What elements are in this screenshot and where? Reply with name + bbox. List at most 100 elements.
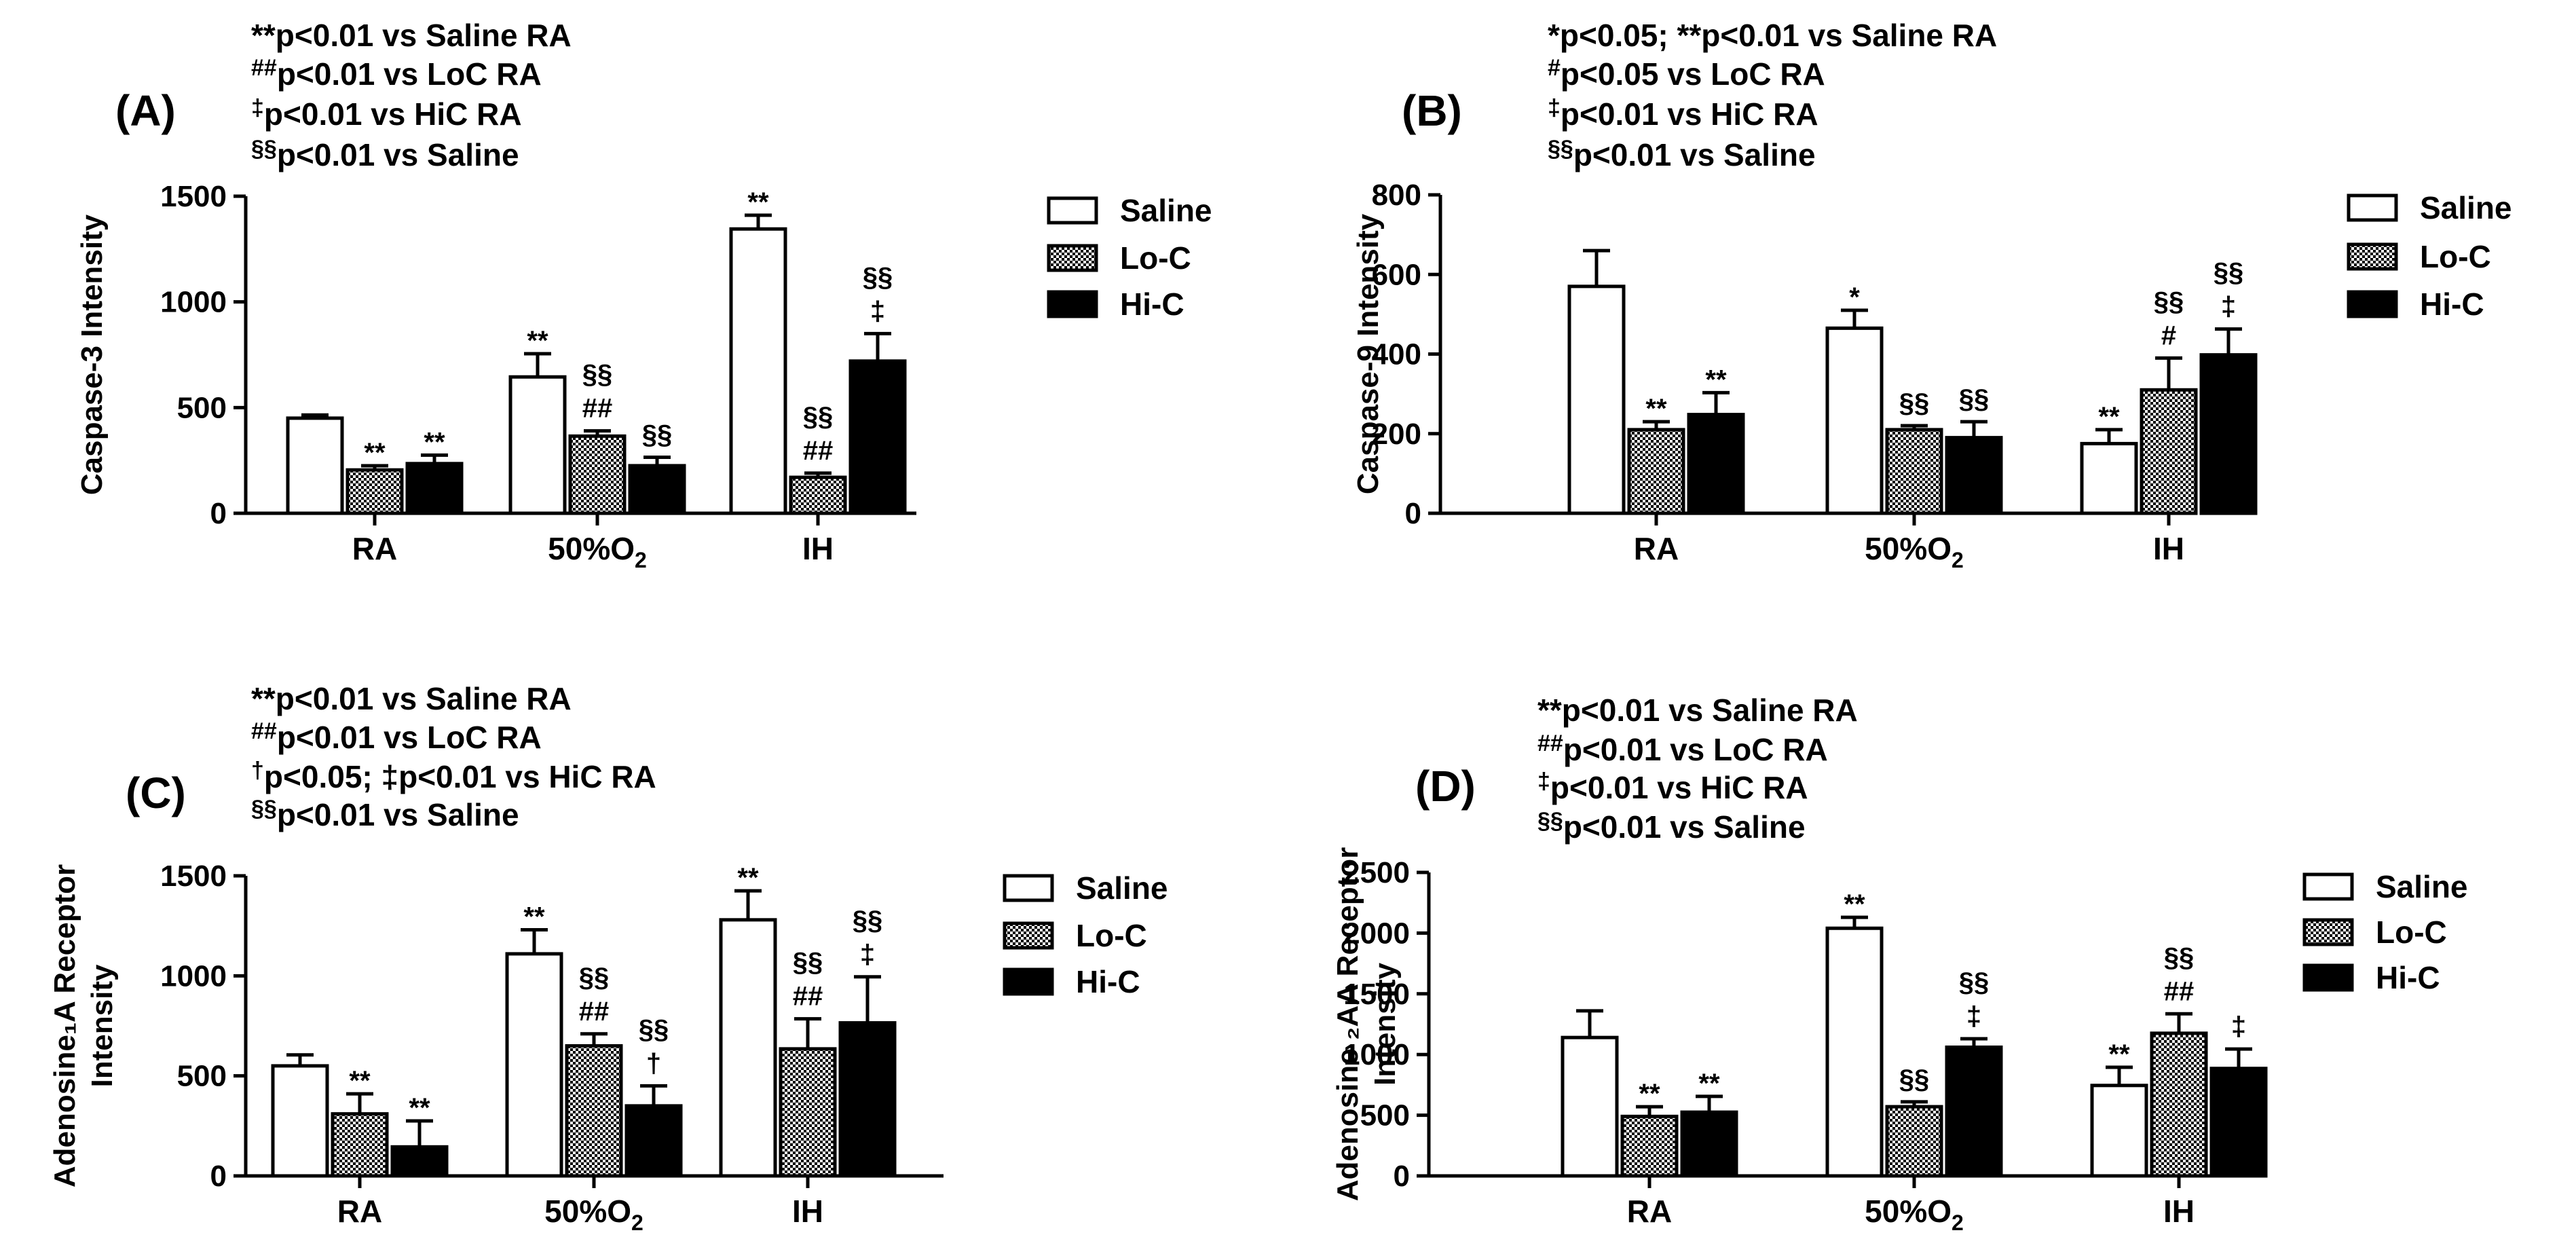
significance-note: §§p<0.01 vs Saline	[251, 136, 519, 172]
significance-marker: *	[1849, 282, 1860, 312]
significance-marker: **	[747, 187, 769, 217]
y-tick-label: 1000	[160, 286, 227, 319]
y-tick-label: 1500	[160, 860, 227, 893]
x-tick-label: IH	[2163, 1194, 2195, 1229]
significance-marker: ‡	[860, 940, 875, 970]
legend-label: Saline	[1120, 193, 1212, 228]
significance-marker: ‡	[870, 296, 885, 326]
y-tick-label: 200	[1372, 418, 1421, 451]
significance-note: ‡p<0.01 vs HiC RA	[251, 95, 522, 132]
significance-marker: §§	[803, 402, 834, 432]
bar-saline-50o2	[505, 952, 563, 1178]
bar-saline-50o2	[1825, 326, 1884, 515]
significance-note: †p<0.05; ‡p<0.01 vs HiC RA	[251, 758, 656, 794]
significance-marker: ##	[582, 394, 613, 424]
bar-hi-c-ra	[405, 462, 464, 515]
y-tick-label: 0	[210, 1160, 227, 1193]
significance-marker: ‡	[2231, 1012, 2246, 1041]
bar-saline-ih	[2080, 441, 2138, 515]
legend-swatch-saline	[2347, 193, 2398, 222]
significance-marker: §§	[2214, 258, 2244, 288]
significance-note: #p<0.05 vs LoC RA	[1548, 55, 1825, 92]
significance-notes: *p<0.05; **p<0.01 vs Saline RA#p<0.05 vs…	[1548, 18, 1997, 172]
significance-marker: §§	[582, 360, 613, 390]
significance-marker: **	[409, 1093, 430, 1123]
legend-swatch-hi-c	[1047, 290, 1098, 318]
y-axis-label: Caspase-3 Intensity	[75, 214, 109, 495]
x-tick-label: RA	[1634, 531, 1679, 566]
significance-note: ‡p<0.01 vs HiC RA	[1537, 769, 1808, 805]
significance-marker: **	[1639, 1079, 1660, 1109]
significance-marker: §§	[853, 906, 883, 936]
y-tick-label: 800	[1372, 179, 1421, 212]
bar-hi-c-50o2	[624, 1104, 683, 1178]
significance-note: **p<0.01 vs Saline RA	[251, 681, 572, 716]
bar-hi-c-ih	[2209, 1067, 2268, 1178]
significance-marker: **	[1698, 1069, 1720, 1098]
bar-hi-c-ra	[390, 1145, 449, 1178]
significance-marker: §§	[2164, 942, 2195, 972]
legend-swatch-hi-c	[2302, 963, 2354, 992]
significance-marker: ##	[803, 436, 834, 466]
x-tick-label: IH	[792, 1194, 823, 1229]
bar-saline-ih	[2090, 1084, 2148, 1178]
significance-marker: **	[1705, 365, 1727, 394]
x-tick-label: IH	[802, 531, 834, 566]
bar-lo-c-ih	[2140, 388, 2198, 515]
y-tick-label: 2500	[1343, 856, 1410, 889]
legend-label: Lo-C	[2420, 239, 2491, 274]
bar-lo-c-ra	[331, 1112, 389, 1178]
significance-marker: ‡	[1966, 1001, 1981, 1031]
panel-label: (B)	[1402, 86, 1462, 135]
significance-marker: §§	[1899, 1065, 1930, 1094]
significance-note: §§p<0.01 vs Saline	[1548, 136, 1816, 172]
legend-label: Hi-C	[2420, 287, 2484, 322]
legend-swatch-lo-c	[2302, 918, 2354, 946]
significance-marker: §§	[579, 963, 610, 993]
significance-marker: ##	[793, 982, 823, 1012]
significance-marker: **	[364, 438, 386, 468]
significance-marker: **	[1844, 889, 1865, 919]
bar-hi-c-ih	[2199, 353, 2258, 515]
panel-label: (A)	[115, 86, 176, 135]
x-tick-label: IH	[2153, 531, 2184, 566]
significance-marker: §§	[1899, 388, 1930, 418]
significance-marker: §§	[863, 262, 893, 292]
y-tick-label: 500	[177, 1060, 227, 1093]
y-tick-label: 1000	[160, 959, 227, 993]
bar-saline-50o2	[1825, 926, 1884, 1178]
x-tick-label: RA	[337, 1194, 382, 1229]
legend-swatch-saline	[1003, 874, 1054, 902]
significance-notes: **p<0.01 vs Saline RA##p<0.01 vs LoC RA†…	[251, 681, 656, 832]
bar-hi-c-ih	[848, 359, 907, 515]
y-tick-label: 0	[1394, 1160, 1410, 1193]
chart-panel-a: (A) **p<0.01 vs Saline RA##p<0.01 vs LoC …	[75, 18, 1212, 572]
bar-saline-ih	[729, 227, 787, 515]
significance-marker: **	[2108, 1039, 2130, 1069]
significance-marker: ##	[2164, 976, 2195, 1006]
significance-marker: **	[349, 1066, 371, 1096]
bar-lo-c-ih	[779, 1047, 837, 1178]
chart-panel-b: (B) *p<0.05; **p<0.01 vs Saline RA#p<0.05…	[1351, 18, 2512, 572]
y-tick-label: 0	[1405, 497, 1421, 530]
x-tick-label: RA	[1627, 1194, 1672, 1229]
significance-note: ‡p<0.01 vs HiC RA	[1548, 95, 1818, 132]
legend-label: Hi-C	[1076, 964, 1140, 999]
y-axis-label: Adenosine ₂AA Receptor	[1331, 847, 1364, 1202]
significance-note: **p<0.01 vs Saline RA	[1537, 693, 1858, 728]
significance-marker: ##	[579, 997, 610, 1027]
x-tick-label: 50%O2	[548, 531, 647, 572]
bar-lo-c-ih	[2150, 1031, 2208, 1178]
y-tick-label: 0	[210, 497, 227, 530]
legend-swatch-hi-c	[1003, 967, 1054, 996]
y-tick-label: 2000	[1343, 917, 1410, 950]
significance-marker: §§	[793, 948, 823, 978]
significance-marker: **	[523, 902, 545, 932]
chart-panel-d: (D) **p<0.01 vs Saline RA##p<0.01 vs LoC …	[1331, 693, 2468, 1235]
bar-lo-c-50o2	[565, 1044, 623, 1178]
bar-hi-c-50o2	[1945, 436, 2003, 515]
bar-saline-ra	[271, 1064, 329, 1178]
bar-lo-c-50o2	[568, 434, 627, 515]
x-tick-label: 50%O2	[1865, 531, 1964, 572]
